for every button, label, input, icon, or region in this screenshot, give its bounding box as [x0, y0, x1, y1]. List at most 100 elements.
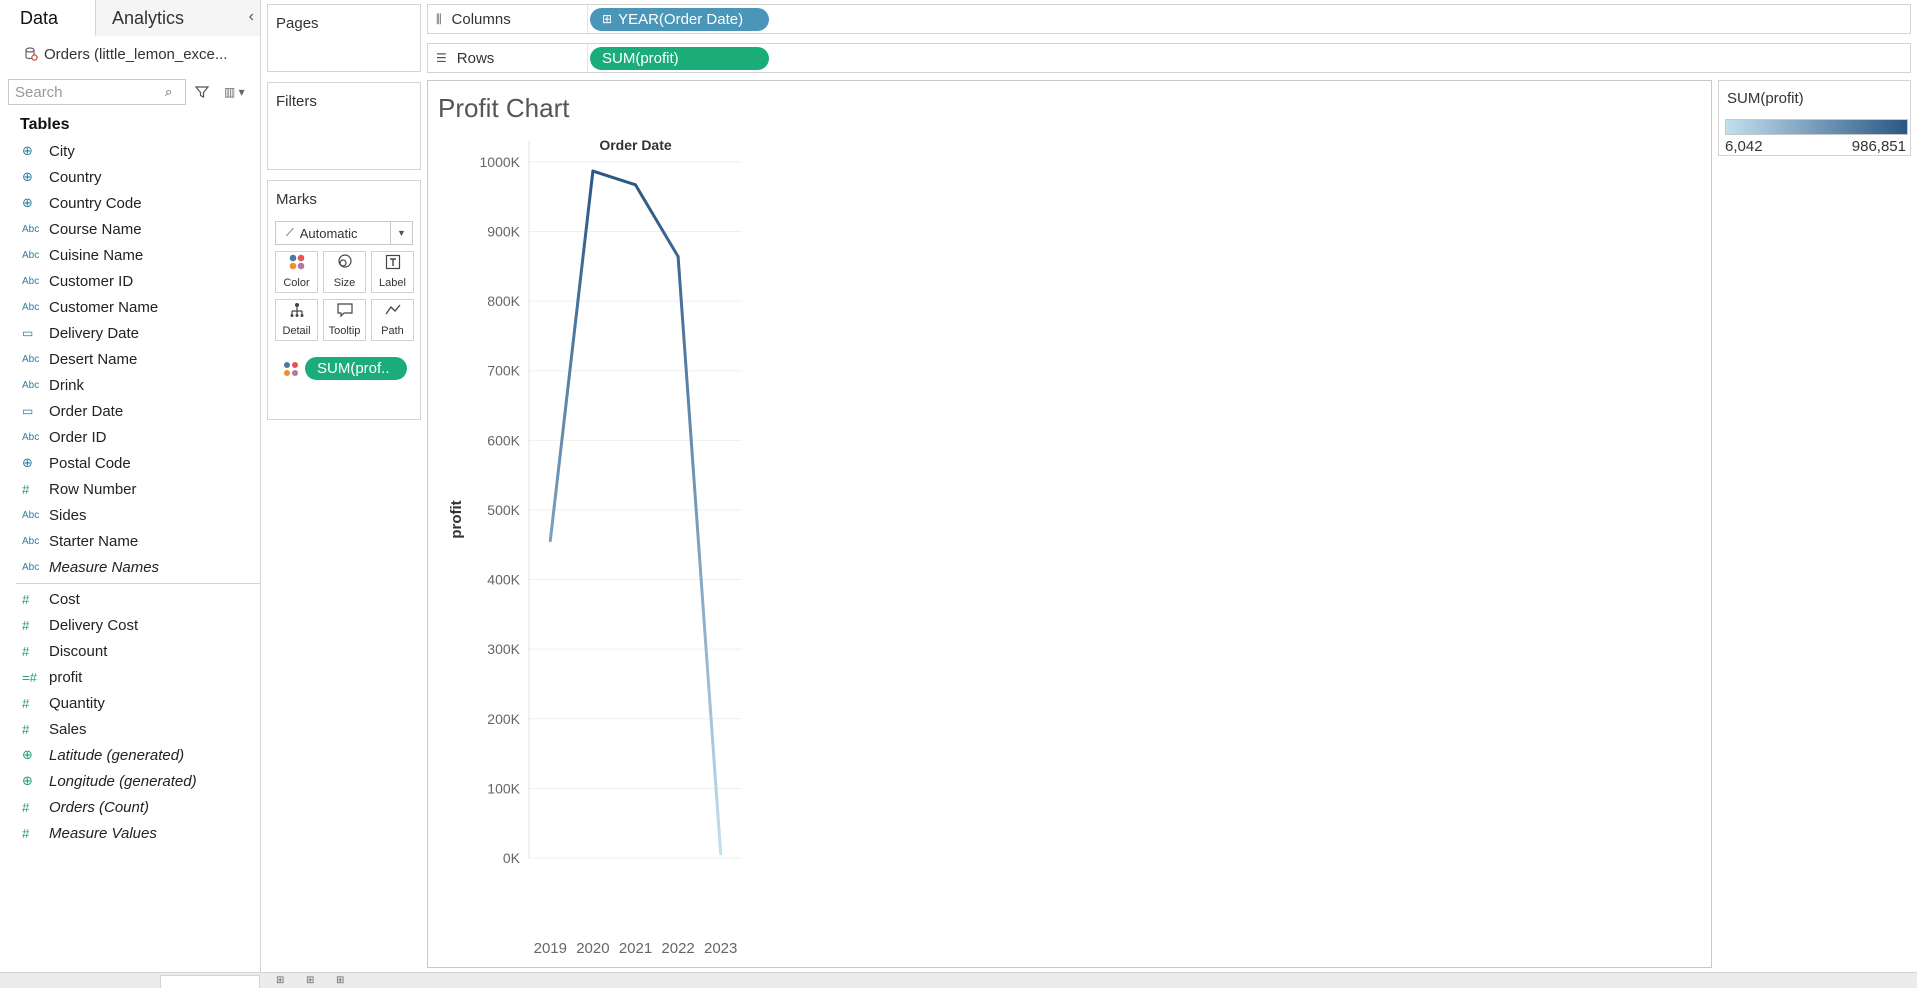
- y-tick-label: 0K: [503, 850, 521, 866]
- line-segment: [634, 183, 680, 259]
- string-type-icon: Abc: [22, 301, 40, 313]
- rows-pill[interactable]: SUM(profit): [590, 46, 769, 70]
- field-item[interactable]: Abc Measure Names: [0, 554, 260, 580]
- field-item[interactable]: ⊕ Country Code: [0, 190, 260, 216]
- field-name: Desert Name: [49, 350, 138, 368]
- number-type-icon: #: [22, 721, 30, 737]
- field-item[interactable]: ⊕ Longitude (generated): [0, 768, 260, 794]
- field-item[interactable]: =# profit: [0, 664, 260, 690]
- field-item[interactable]: # Delivery Cost: [0, 612, 260, 638]
- marks-title: Marks: [276, 191, 317, 208]
- field-item[interactable]: # Quantity: [0, 690, 260, 716]
- size-icon: [336, 254, 354, 275]
- field-name: Order ID: [49, 428, 107, 446]
- field-item[interactable]: Abc Starter Name: [0, 528, 260, 554]
- sheet-tab[interactable]: [160, 975, 260, 988]
- field-item[interactable]: # Row Number: [0, 476, 260, 502]
- field-item[interactable]: # Discount: [0, 638, 260, 664]
- field-name: Cuisine Name: [49, 246, 144, 264]
- search-input[interactable]: [15, 83, 165, 101]
- mark-detail-button[interactable]: Detail: [275, 299, 318, 341]
- field-item[interactable]: ⊕ Postal Code: [0, 450, 260, 476]
- chevron-left-icon[interactable]: ‹: [248, 8, 254, 25]
- field-item[interactable]: # Cost: [0, 586, 260, 612]
- field-item[interactable]: # Measure Values: [0, 820, 260, 846]
- tables-header: Tables: [20, 116, 70, 133]
- field-item[interactable]: # Orders (Count): [0, 794, 260, 820]
- pane-tabs: Data Analytics ‹: [0, 0, 260, 36]
- color-icon: [288, 254, 306, 275]
- field-item[interactable]: Abc Course Name: [0, 216, 260, 242]
- pages-title: Pages: [276, 15, 319, 32]
- mark-size-button[interactable]: Size: [323, 251, 366, 293]
- color-encoding-icon: [284, 361, 298, 376]
- new-worksheet-icon[interactable]: ⊞: [276, 975, 285, 986]
- number-type-icon: #: [22, 591, 30, 607]
- datasource-item[interactable]: Orders (little_lemon_exce...: [0, 36, 260, 72]
- new-dashboard-icon[interactable]: ⊞: [306, 975, 315, 986]
- field-item[interactable]: # Sales: [0, 716, 260, 742]
- field-item[interactable]: Abc Desert Name: [0, 346, 260, 372]
- rows-label-text: Rows: [456, 49, 495, 67]
- field-name: City: [49, 142, 75, 160]
- legend-color-ramp: [1725, 119, 1908, 135]
- search-box[interactable]: ⌕: [8, 79, 186, 105]
- field-item[interactable]: ⊕ City: [0, 138, 260, 164]
- mark-color-button[interactable]: Color: [275, 251, 318, 293]
- string-type-icon: Abc: [22, 379, 40, 391]
- number-type-icon: #: [22, 695, 30, 711]
- field-item[interactable]: ⊕ Latitude (generated): [0, 742, 260, 768]
- y-tick-label: 400K: [487, 572, 520, 588]
- columns-label-text: Columns: [451, 10, 511, 28]
- columns-shelf[interactable]: ⫼ Columns ⊞ YEAR(Order Date): [427, 4, 1911, 34]
- field-item[interactable]: Abc Drink: [0, 372, 260, 398]
- globe-icon: ⊕: [22, 143, 33, 158]
- mark-path-button[interactable]: Path: [371, 299, 414, 341]
- columns-pill[interactable]: ⊞ YEAR(Order Date): [590, 7, 769, 31]
- viz-area[interactable]: 0K 100K 200K 300K 400K 500K 600K 700K 800K 900K 10…: [427, 80, 1712, 968]
- filters-card[interactable]: Filters: [267, 82, 421, 170]
- rows-icon: ☰: [436, 51, 447, 65]
- expand-icon[interactable]: ⊞: [602, 12, 613, 26]
- field-item[interactable]: ▭ Order Date: [0, 398, 260, 424]
- number-type-icon: #: [22, 643, 30, 659]
- chart-title: Profit Chart: [438, 93, 570, 123]
- x-tick-label: 2020: [576, 940, 609, 957]
- datasource-name: Orders (little_lemon_exce...: [44, 45, 228, 63]
- field-item[interactable]: ⊕ Country: [0, 164, 260, 190]
- mark-color-label: Color: [283, 277, 310, 289]
- marks-color-pill[interactable]: SUM(prof..: [305, 357, 407, 380]
- calendar-icon: ▭: [22, 326, 34, 340]
- pages-card[interactable]: Pages: [267, 4, 421, 72]
- field-name: Measure Values: [49, 824, 157, 842]
- color-legend[interactable]: SUM(profit) 6,042 986,851: [1718, 80, 1911, 156]
- string-type-icon: Abc: [22, 561, 40, 573]
- string-type-icon: Abc: [22, 353, 40, 365]
- rows-shelf[interactable]: ☰ Rows SUM(profit): [427, 43, 1911, 73]
- line-chart[interactable]: 0K 100K 200K 300K 400K 500K 600K 700K 800K 900K 10…: [428, 81, 1713, 969]
- field-item[interactable]: Abc Sides: [0, 502, 260, 528]
- field-item[interactable]: Abc Cuisine Name: [0, 242, 260, 268]
- mark-type-dropdown[interactable]: ⟋ Automatic ▼: [275, 221, 413, 245]
- globe-icon: ⊕: [22, 455, 33, 470]
- chevron-down-icon[interactable]: ▼: [390, 222, 412, 244]
- mark-path-label: Path: [381, 325, 404, 337]
- view-options-icon[interactable]: ▥ ▾: [224, 85, 245, 99]
- field-name: Latitude (generated): [49, 746, 185, 764]
- y-tick-label: 500K: [487, 502, 520, 518]
- field-item[interactable]: Abc Customer Name: [0, 294, 260, 320]
- field-item[interactable]: ▭ Delivery Date: [0, 320, 260, 346]
- field-name: Country Code: [49, 194, 142, 212]
- field-item[interactable]: Abc Order ID: [0, 424, 260, 450]
- filter-icon[interactable]: [194, 84, 210, 100]
- mark-label-button[interactable]: Label: [371, 251, 414, 293]
- field-item[interactable]: Abc Customer ID: [0, 268, 260, 294]
- field-name: Postal Code: [49, 454, 131, 472]
- mark-tooltip-label: Tooltip: [328, 325, 361, 337]
- field-name: Country: [49, 168, 102, 186]
- tab-data[interactable]: Data: [0, 0, 96, 36]
- tab-analytics[interactable]: Analytics: [96, 0, 260, 36]
- new-story-icon[interactable]: ⊞: [336, 975, 345, 986]
- mark-tooltip-button[interactable]: Tooltip: [323, 299, 366, 341]
- field-name: Customer Name: [49, 298, 159, 316]
